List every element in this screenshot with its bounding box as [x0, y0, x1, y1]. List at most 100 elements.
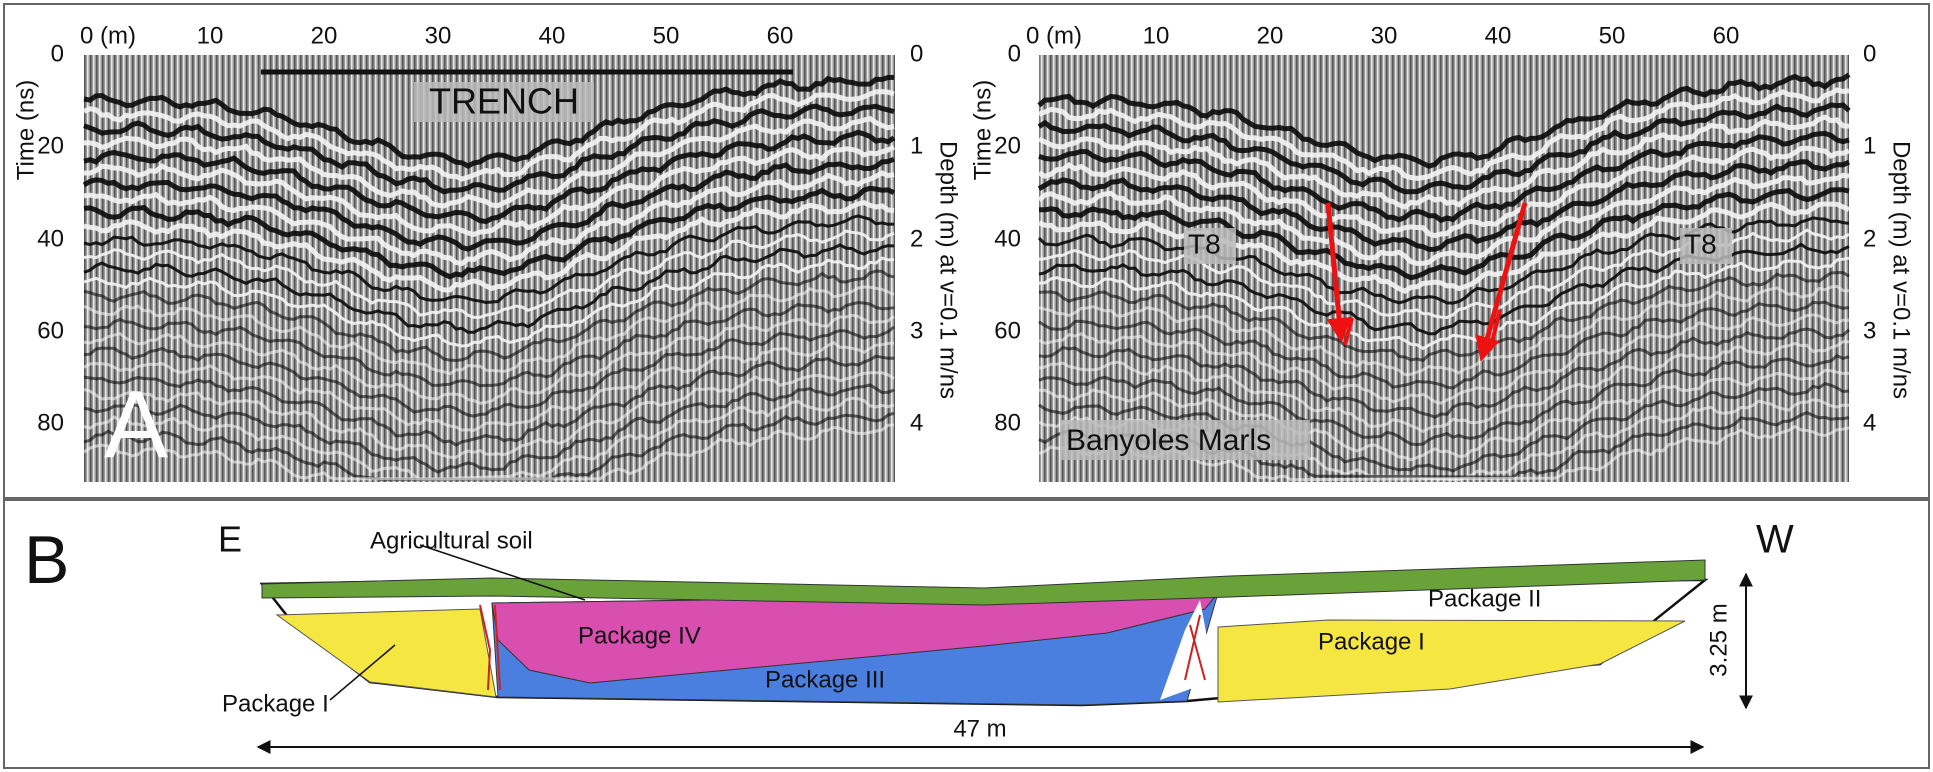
leader — [419, 544, 586, 601]
depth-tick-label: 4 — [910, 409, 923, 436]
reflector — [83, 340, 895, 432]
unit-label: Package I — [222, 690, 329, 717]
time-tick-label: 40 — [37, 225, 64, 252]
depth-tick-label: 4 — [1863, 409, 1876, 436]
reflector — [83, 371, 895, 459]
reflector — [1038, 354, 1850, 447]
depth-tick-label: 1 — [910, 132, 923, 159]
label-box — [1060, 420, 1310, 460]
reflector — [83, 256, 895, 348]
label-box — [1184, 228, 1236, 264]
reflector — [1037, 172, 1850, 266]
cross-section: B E W Agricultural soil Package IV Packa… — [24, 518, 1794, 754]
reflector — [83, 229, 895, 319]
x-tick-label: 40 — [539, 22, 566, 49]
reflector — [83, 199, 895, 293]
reflector — [83, 354, 895, 447]
depth-tick-label: 2 — [1863, 225, 1876, 252]
label-box — [414, 82, 594, 122]
depth-tick-label: 3 — [910, 317, 923, 344]
time-tick-label: 20 — [37, 132, 64, 159]
reflector — [1037, 159, 1850, 252]
x-tick-label: 60 — [1713, 22, 1740, 49]
fault-arrow — [1343, 317, 1354, 346]
x-tick-label: 30 — [1371, 22, 1398, 49]
depth-tick-label: 3 — [1863, 317, 1876, 344]
unit-label: Package II — [1428, 585, 1541, 612]
time-tick-label: 40 — [994, 225, 1021, 252]
x-tick-label: 60 — [767, 22, 794, 49]
x-tick-label: 50 — [653, 22, 680, 49]
package-iv — [491, 592, 1220, 684]
reflector — [83, 269, 895, 363]
reflector — [83, 144, 896, 238]
reflector — [83, 313, 895, 405]
label-box — [1680, 228, 1732, 264]
annotation: Banyoles Marls — [1066, 424, 1271, 457]
reflector — [1038, 284, 1850, 377]
reflector — [1037, 72, 1851, 169]
reflector — [1038, 381, 1850, 473]
time-tick-label: 0 — [1008, 40, 1021, 67]
time-axis-title: Time (ns) — [969, 80, 996, 180]
reflector — [83, 129, 896, 225]
reflector — [1038, 130, 1850, 224]
reflector — [1038, 340, 1850, 434]
west-label: W — [1756, 518, 1794, 562]
reflector — [83, 396, 895, 482]
reflector — [1038, 256, 1850, 351]
leader — [329, 644, 396, 701]
x-tick-label: 30 — [425, 22, 452, 49]
fault-arrow — [1325, 202, 1352, 343]
reflector — [84, 115, 895, 209]
depth-tick-label: 0 — [910, 40, 923, 67]
reflector — [83, 285, 895, 376]
annotation: T8 — [1188, 228, 1221, 259]
x-tick-label: 50 — [1599, 22, 1626, 49]
reflector — [82, 156, 895, 252]
time-tick-label: 60 — [994, 317, 1021, 344]
reflector — [1037, 102, 1851, 195]
annotation: TRENCH — [429, 81, 579, 122]
time-tick-label: 20 — [994, 132, 1021, 159]
reflector — [1039, 187, 1850, 281]
wedge — [1160, 600, 1215, 700]
depth-axis-title: Depth (m) at v=0.1 m/ns — [935, 141, 962, 399]
height-label: 3.25 m — [1705, 603, 1732, 676]
fault — [479, 604, 501, 691]
unit-label: Package III — [765, 666, 885, 693]
reflector — [1038, 327, 1851, 419]
soil — [261, 559, 1706, 606]
reflector — [1038, 368, 1850, 462]
reflector — [83, 383, 895, 474]
time-tick-label: 80 — [37, 409, 64, 436]
annotation: T8 — [1684, 228, 1717, 259]
reflector — [83, 411, 895, 482]
package-i-right — [1217, 619, 1686, 703]
panel-label: A — [104, 371, 168, 478]
reflector — [83, 423, 895, 481]
frame-a — [3, 3, 1930, 499]
depth-axis-title: Depth (m) at v=0.1 m/ns — [1888, 141, 1915, 399]
x-tick-label: 10 — [1143, 22, 1170, 49]
unit-label: Package I — [1318, 628, 1425, 655]
panel-label: B — [24, 522, 69, 598]
x-tick-label: 20 — [1257, 22, 1284, 49]
reflector — [83, 325, 895, 418]
reflector — [1038, 270, 1850, 363]
east-label: E — [218, 519, 242, 560]
frame-b — [3, 499, 1930, 769]
reflector — [1038, 201, 1851, 295]
time-tick-label: 0 — [51, 40, 64, 67]
reflector — [83, 214, 895, 305]
reflector — [83, 74, 895, 169]
depth-tick-label: 0 — [1863, 40, 1876, 67]
time-tick-label: 60 — [37, 317, 64, 344]
x-tick-label: 40 — [1485, 22, 1512, 49]
fault-arrow — [1488, 309, 1502, 351]
x-tick-label: 0 (m) — [1026, 22, 1082, 49]
reflector — [83, 301, 895, 388]
reflector — [1038, 313, 1849, 405]
